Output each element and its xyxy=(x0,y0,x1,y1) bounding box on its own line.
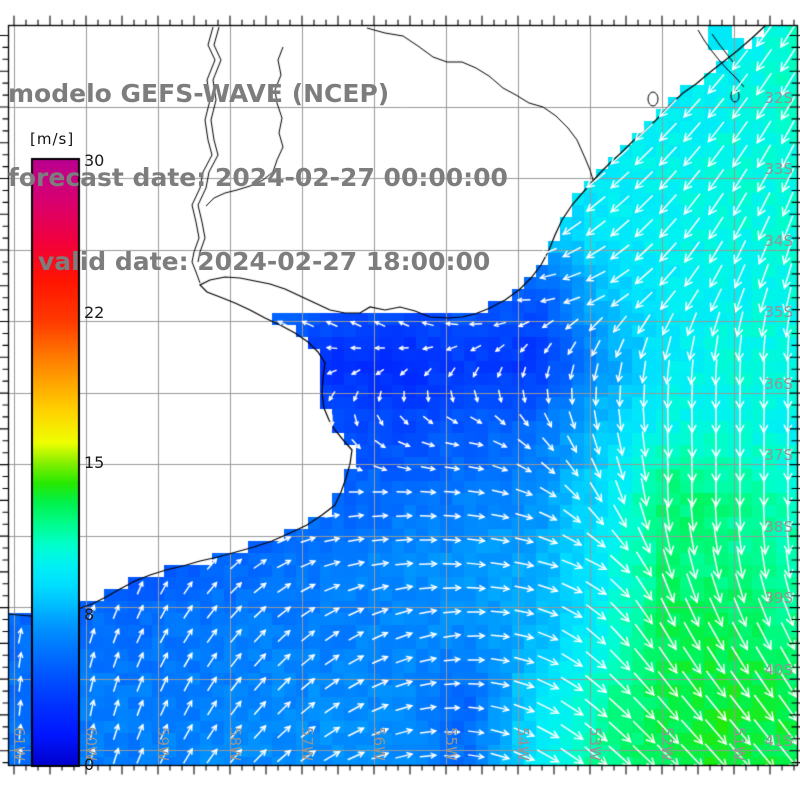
colorbar-tick-label: 0 xyxy=(84,755,95,774)
lon-label: 59W xyxy=(154,727,172,761)
lon-label: 51W xyxy=(730,727,748,761)
lat-label: 40S xyxy=(764,661,793,679)
lon-label: 52W xyxy=(658,727,676,761)
lat-label: 36S xyxy=(764,375,793,393)
lat-label: 39S xyxy=(764,589,793,607)
lon-label: 56W xyxy=(370,727,388,761)
lat-label: 41S xyxy=(764,732,793,750)
lat-label: 34S xyxy=(764,232,793,250)
lat-label: 33S xyxy=(764,160,793,178)
colorbar-tick-label: 15 xyxy=(84,453,105,472)
lat-label: 38S xyxy=(764,518,793,536)
colorbar-tick-label: 8 xyxy=(84,605,95,624)
lon-label: 55W xyxy=(442,727,460,761)
lon-label: 57W xyxy=(298,727,316,761)
valid-date-line: valid date: 2024-02-27 18:00:00 xyxy=(38,247,491,276)
lon-label: 58W xyxy=(226,727,244,761)
lon-label: 54W xyxy=(514,727,532,761)
colorbar-unit-label: [m/s] xyxy=(30,130,75,148)
lat-label: 37S xyxy=(764,446,793,464)
model-title: modelo GEFS-WAVE (NCEP) xyxy=(8,79,390,108)
lat-label: 35S xyxy=(764,303,793,321)
colorbar-tick-label: 22 xyxy=(84,303,105,322)
colorbar-tick-label: 30 xyxy=(84,151,105,170)
lon-label: 53W xyxy=(586,727,604,761)
map-title-block: modelo GEFS-WAVE (NCEP) forecast date: 2… xyxy=(8,24,508,332)
forecast-date-line: forecast date: 2024-02-27 00:00:00 xyxy=(8,163,508,192)
lat-label: 32S xyxy=(764,89,793,107)
lon-label: 61W xyxy=(10,727,28,761)
